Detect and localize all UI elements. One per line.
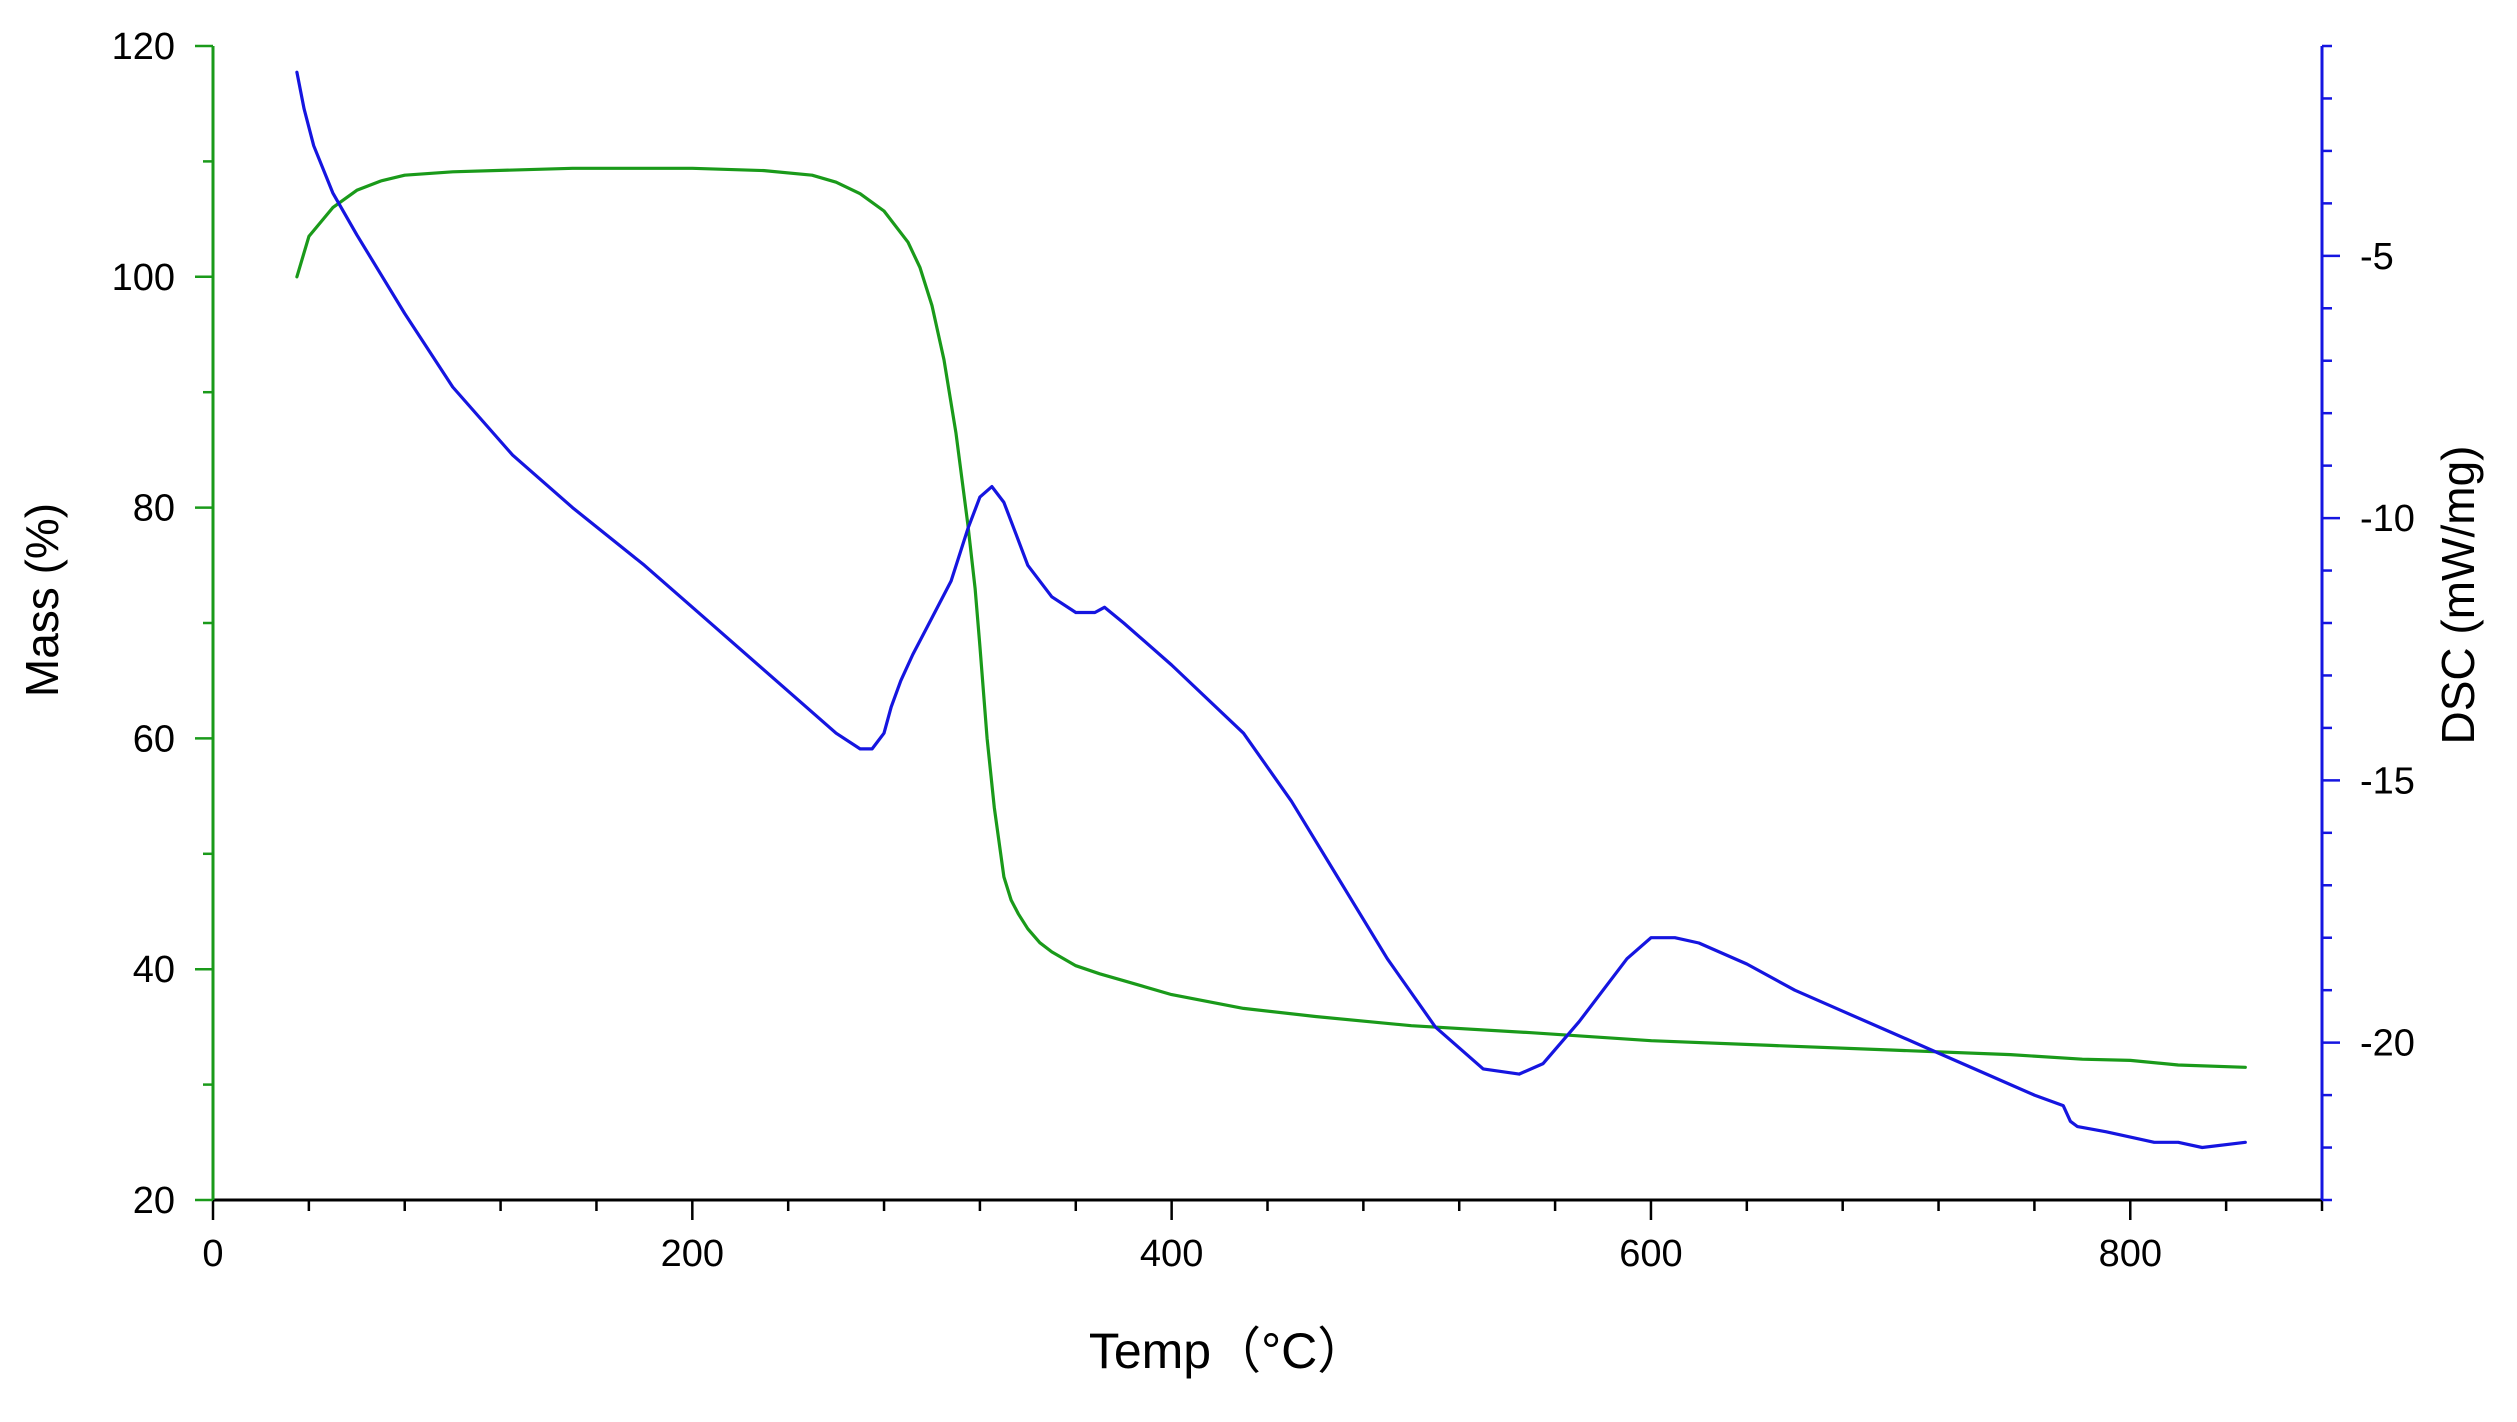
y2-tick-label: -15 [2360, 760, 2415, 802]
x-tick-label: 400 [1140, 1233, 1203, 1275]
y-axis-title: Mass (%) [16, 503, 68, 697]
dsc-series-line [295, 70, 2247, 1150]
x-tick-label: 600 [1619, 1233, 1682, 1275]
axes [211, 46, 2324, 1202]
x-tick-label: 0 [202, 1233, 223, 1275]
y2-tick-label: -10 [2360, 498, 2415, 540]
y2-tick-label: -20 [2360, 1023, 2415, 1065]
y-tick-label: 20 [133, 1180, 175, 1222]
x-axis-title: Temp（°C） [1089, 1323, 1367, 1379]
y-tick-label: 80 [133, 488, 175, 530]
y-tick-label: 100 [112, 257, 175, 299]
y2-tick-label: -5 [2360, 236, 2394, 278]
y2-axis-title: DSC (mW/mg) [2432, 446, 2484, 745]
series [295, 70, 2247, 1150]
ticks: 0 200 400 600 800 20 40 60 80 100 120 -20 -15 -10 -5 [112, 26, 2415, 1275]
y-tick-label: 40 [133, 949, 175, 991]
x-tick-label: 200 [661, 1233, 724, 1275]
y-tick-label: 120 [112, 26, 175, 68]
y-tick-label: 60 [133, 718, 175, 760]
x-tick-label: 800 [2099, 1233, 2162, 1275]
mass-series-line [295, 166, 2247, 1069]
